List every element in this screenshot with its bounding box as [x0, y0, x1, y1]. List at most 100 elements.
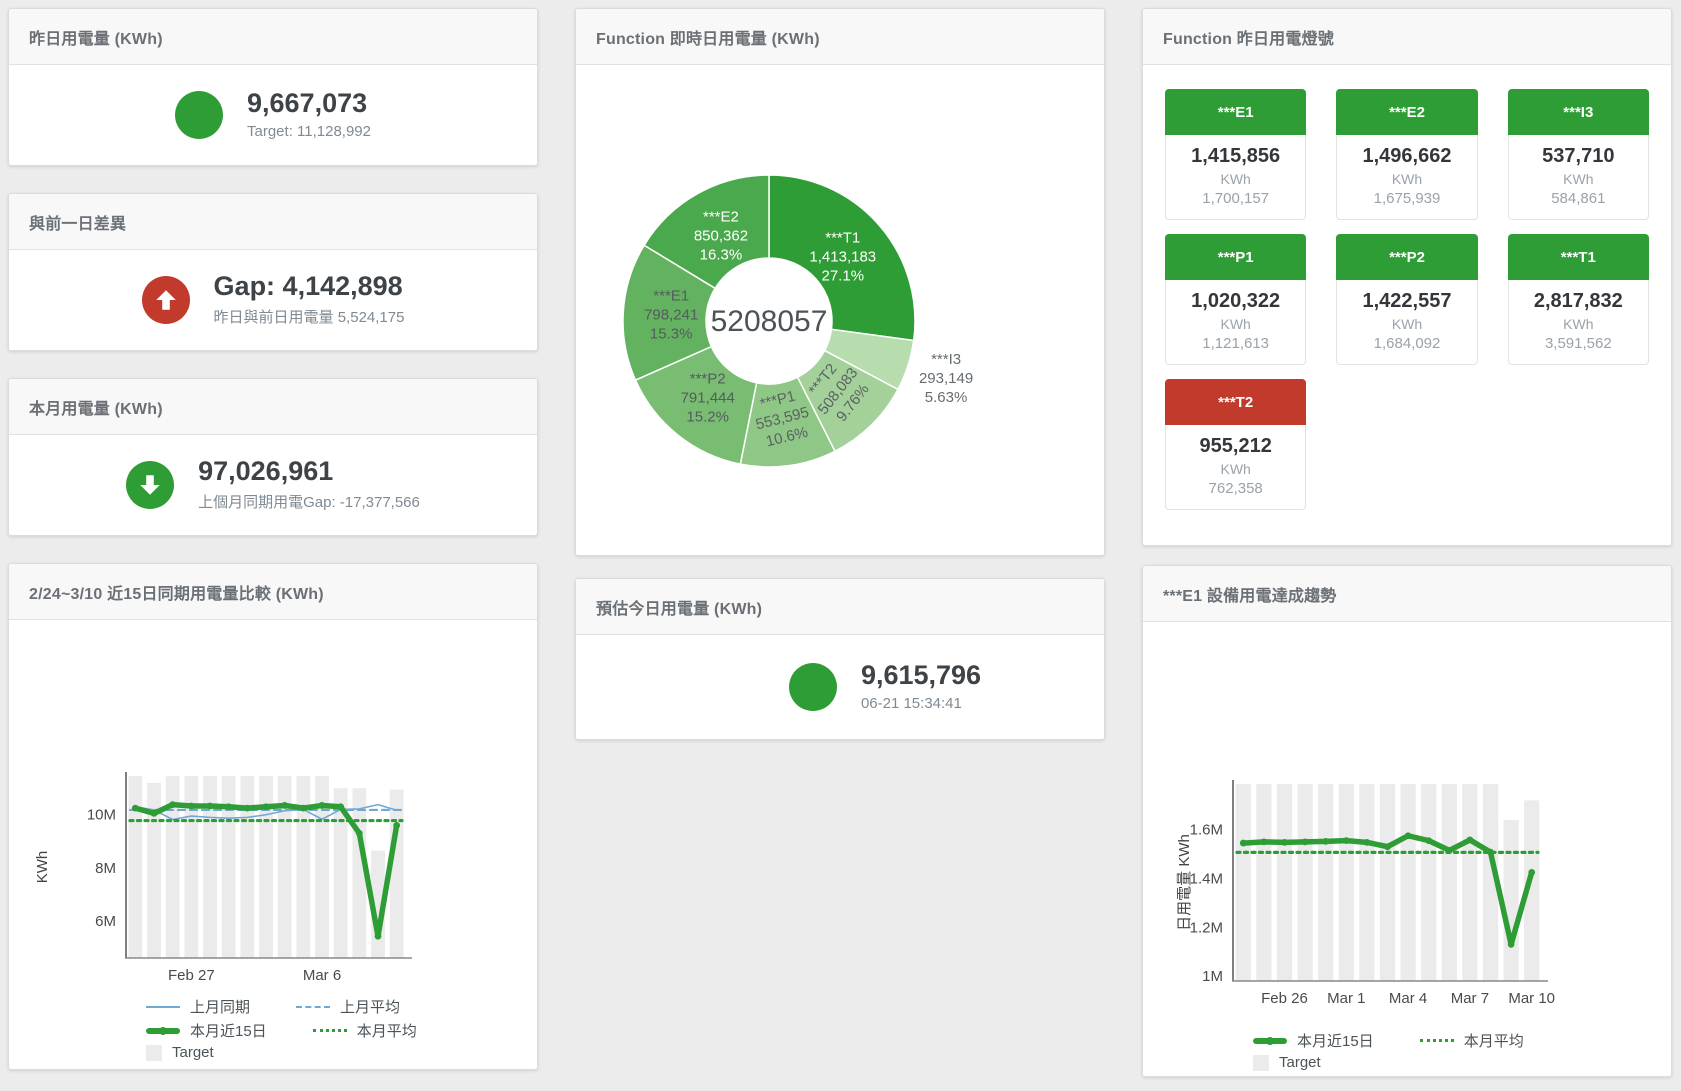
svg-text:15.2%: 15.2%: [686, 408, 729, 425]
stat-value: 9,615,796: [860, 660, 982, 691]
svg-text:***I3: ***I3: [931, 351, 961, 368]
svg-text:***P2: ***P2: [690, 370, 726, 387]
svg-text:Mar 10: Mar 10: [1508, 990, 1555, 1007]
compare-chart[interactable]: 6M 8M 10M Feb 27 Mar 6 KWh: [9, 620, 537, 988]
light-tile-i3[interactable]: ***I3 537,710 KWh 584,861: [1507, 89, 1649, 220]
tile-body: 955,212 KWh 762,358: [1165, 425, 1307, 510]
tile-body: 1,020,322 KWh 1,121,613: [1165, 280, 1307, 365]
tile-target-value: 1,121,613: [1202, 335, 1270, 352]
legend-item[interactable]: 上月平均: [296, 996, 400, 1017]
light-tile-p1[interactable]: ***P1 1,020,322 KWh 1,121,613: [1165, 234, 1307, 365]
card-header: ***E1 設備用電達成趨勢: [1143, 566, 1671, 622]
card-header: 與前一日差異: [9, 194, 537, 250]
svg-text:8M: 8M: [95, 860, 116, 877]
thick-green-swatch-icon: [1253, 1036, 1287, 1045]
tile-target-value: 1,684,092: [1373, 335, 1441, 352]
donut-slice-e2[interactable]: [643, 174, 770, 290]
donut-chart[interactable]: ***T11,413,18327.1%***I3293,1495.63%***T…: [576, 65, 1104, 555]
svg-text:27.1%: 27.1%: [822, 267, 865, 284]
trend-chart-legend: 本月近15日 本月平均 Target: [1253, 1030, 1671, 1071]
tile-target-value: 762,358: [1208, 480, 1263, 497]
card-header: 2/24~3/10 近15日同期用電量比較 (KWh): [9, 564, 537, 620]
stat-value: 9,667,073: [247, 88, 368, 119]
card-status-lights: Function 昨日用電燈號 ***E1 1,415,856 KWh 1,700,1…: [1142, 8, 1672, 546]
svg-text:10M: 10M: [87, 807, 116, 824]
svg-text:Mar 7: Mar 7: [1451, 990, 1489, 1007]
tile-target-value: 584,861: [1551, 190, 1606, 207]
tile-name: ***E2: [1336, 89, 1478, 135]
stat-subtext: 上個月同期用電Gap: -17,377,566: [198, 493, 420, 511]
tile-name: ***P2: [1336, 234, 1478, 280]
card-title: 與前一日差異: [29, 215, 127, 233]
legend-label: 上月同期: [190, 999, 251, 1016]
light-tile-t2[interactable]: ***T2 955,212 KWh 762,358: [1165, 379, 1307, 510]
thick-green-swatch-icon: [146, 1026, 180, 1035]
dash-blue-swatch-icon: [296, 1005, 331, 1008]
legend-item[interactable]: 本月平均: [312, 1020, 417, 1041]
svg-text:***E2: ***E2: [703, 209, 739, 226]
tile-unit: KWh: [1391, 316, 1423, 332]
tile-name: ***T2: [1165, 379, 1307, 425]
svg-text:6M: 6M: [95, 913, 116, 930]
tile-value: 537,710: [1542, 145, 1615, 167]
light-tile-e2[interactable]: ***E2 1,496,662 KWh 1,675,939: [1336, 89, 1478, 220]
tile-body: 537,710 KWh 584,861: [1507, 135, 1649, 220]
svg-text:791,444: 791,444: [681, 389, 735, 406]
svg-text:Feb 26: Feb 26: [1261, 990, 1308, 1007]
light-tiles-grid: ***E1 1,415,856 KWh 1,700,157 ***E2 1,496,662…: [1143, 65, 1671, 534]
card-title: 2/24~3/10 近15日同期用電量比較 (KWh): [29, 585, 324, 603]
square-gray-swatch-icon: [146, 1044, 162, 1061]
tile-unit: KWh: [1220, 171, 1251, 187]
svg-text:1M: 1M: [1202, 968, 1223, 985]
svg-text:293,149: 293,149: [919, 370, 973, 387]
legend-label: 上月平均: [340, 999, 401, 1016]
compare-chart-legend: 上月同期 上月平均本月近15日 本月平均 Target: [146, 996, 537, 1061]
donut-slice-t1[interactable]: [768, 174, 916, 342]
legend-item[interactable]: 上月同期: [146, 996, 250, 1017]
svg-text:16.3%: 16.3%: [700, 247, 743, 264]
legend-item[interactable]: Target: [1253, 1054, 1321, 1071]
tile-unit: KWh: [1563, 316, 1594, 332]
svg-text:850,362: 850,362: [694, 228, 748, 245]
card-title: 預估今日用電量 (KWh): [596, 600, 763, 618]
tile-value: 1,496,662: [1362, 145, 1452, 167]
svg-text:KWh: KWh: [34, 851, 51, 884]
tile-value: 1,415,856: [1191, 145, 1281, 167]
svg-text:***E1: ***E1: [653, 288, 689, 305]
light-tile-p2[interactable]: ***P2 1,422,557 KWh 1,684,092: [1336, 234, 1478, 365]
legend-item[interactable]: 本月近15日: [1253, 1030, 1374, 1051]
legend-label: 本月平均: [1463, 1033, 1524, 1050]
svg-text:Mar 1: Mar 1: [1327, 990, 1365, 1007]
legend-item[interactable]: 本月近15日: [146, 1020, 267, 1041]
card-month-usage: 本月用電量 (KWh) 97,026,961 上個月同期用電Gap: -17,3…: [8, 378, 538, 536]
stat-value: Gap: 4,142,898: [213, 271, 403, 302]
status-circle-icon: [175, 90, 223, 139]
arrow-down-icon: [126, 460, 175, 509]
tile-value: 1,422,557: [1362, 290, 1452, 312]
card-title: ***E1 設備用電達成趨勢: [1163, 587, 1337, 605]
svg-text:日用電量 KWh: 日用電量 KWh: [1176, 834, 1193, 931]
light-tile-e1[interactable]: ***E1 1,415,856 KWh 1,700,157: [1165, 89, 1307, 220]
tile-value: 1,020,322: [1191, 290, 1281, 312]
tile-unit: KWh: [1220, 461, 1251, 477]
light-tile-t1[interactable]: ***T1 2,817,832 KWh 3,591,562: [1507, 234, 1649, 365]
legend-label: 本月近15日: [1297, 1033, 1374, 1050]
card-title: Function 昨日用電燈號: [1163, 30, 1334, 48]
legend-item[interactable]: Target: [146, 1044, 214, 1061]
legend-item[interactable]: 本月平均: [1419, 1030, 1524, 1051]
status-circle-icon: [788, 662, 837, 711]
tile-unit: KWh: [1563, 171, 1594, 187]
dot-green-swatch-icon: [312, 1029, 347, 1032]
card-header: 預估今日用電量 (KWh): [576, 579, 1104, 635]
square-gray-swatch-icon: [1253, 1054, 1269, 1071]
svg-text:***T1: ***T1: [825, 229, 860, 246]
tile-target-value: 3,591,562: [1544, 335, 1612, 352]
card-title: 昨日用電量 (KWh): [29, 30, 163, 48]
legend-label: 本月平均: [356, 1023, 417, 1040]
card-header: 昨日用電量 (KWh): [9, 9, 537, 65]
svg-text:5208057: 5208057: [711, 305, 828, 338]
card-yesterday-usage: 昨日用電量 (KWh) 9,667,073 Target: 11,128,992: [8, 8, 538, 166]
svg-text:1,413,183: 1,413,183: [809, 248, 876, 265]
svg-text:1.4M: 1.4M: [1190, 870, 1223, 887]
trend-chart[interactable]: 1M 1.2M 1.4M 1.6M Feb 26 Mar 1 Mar 4 Mar 7 Mar 1…: [1143, 622, 1671, 1022]
